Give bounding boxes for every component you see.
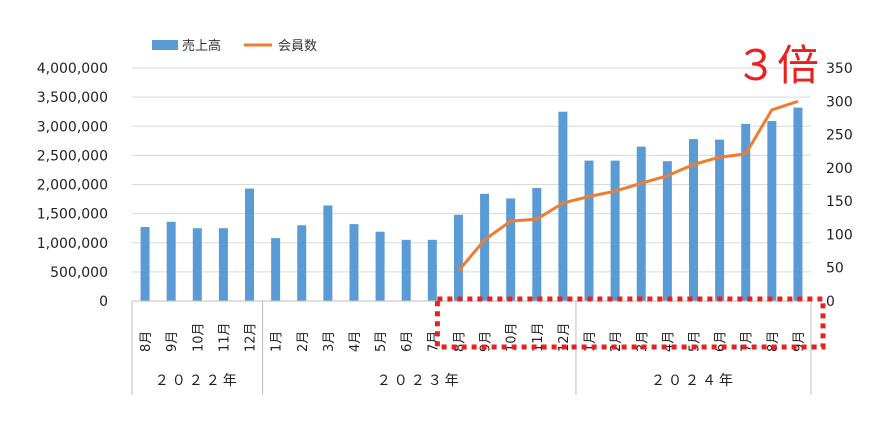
bar	[375, 231, 385, 301]
sales-bars	[140, 107, 803, 301]
bar	[427, 239, 437, 301]
bar	[741, 123, 751, 301]
x-axis: 8月 9月 10月 11月 12月 1月 2月 3月 4月 5月 6月 7月 8月 9月 10月 11月 12月…	[131, 300, 812, 395]
left-tick-label: 2,000,000	[37, 178, 108, 194]
x-tick-label: 1月	[270, 331, 285, 352]
members-line-group	[457, 99, 799, 272]
x-tick-label: 12月	[244, 322, 259, 352]
bar	[636, 146, 646, 301]
bar	[140, 227, 150, 301]
highlight-box	[434, 296, 826, 350]
left-tick-label: 4,000,000	[37, 61, 108, 77]
left-tick-label: 0	[99, 294, 108, 310]
bar	[297, 225, 307, 301]
year-label: ２０２３年	[377, 373, 462, 389]
right-tick-label: 50	[826, 261, 844, 277]
bar	[715, 139, 725, 301]
bar	[480, 193, 490, 301]
x-tick-label: 5月	[687, 331, 702, 352]
bar	[245, 188, 255, 301]
year-label: ２０２２年	[155, 373, 240, 389]
x-tick-label: 8月	[766, 331, 781, 352]
right-tick-label: 100	[826, 227, 853, 243]
right-axis-ticks: 0 50 100 150 200 250 300 350	[826, 61, 853, 310]
bar	[558, 111, 568, 301]
x-tick-label: 4月	[348, 331, 363, 352]
x-tick-label: 5月	[374, 331, 389, 352]
legend: 売上高 会員数	[152, 38, 317, 54]
bar	[192, 228, 202, 301]
bar	[506, 198, 516, 301]
left-tick-label: 1,000,000	[37, 236, 108, 252]
right-tick-label: 0	[826, 294, 835, 310]
right-tick-label: 200	[826, 161, 853, 177]
gridlines	[132, 67, 811, 302]
x-tick-label: 2月	[296, 331, 311, 352]
x-tick-label: 12月	[557, 322, 572, 352]
left-tick-label: 2,500,000	[37, 148, 108, 164]
right-tick-label: 350	[826, 61, 853, 77]
x-tick-label: 3月	[322, 331, 337, 352]
bar	[584, 160, 594, 301]
bar	[610, 160, 620, 301]
bar	[532, 187, 542, 301]
bar	[688, 139, 698, 301]
bar	[218, 228, 228, 301]
highlight-box-group	[434, 296, 826, 350]
right-tick-label: 150	[826, 194, 853, 210]
left-tick-label: 3,500,000	[37, 90, 108, 106]
legend-bar-swatch	[152, 40, 178, 50]
left-tick-label: 1,500,000	[37, 207, 108, 223]
year-label: ２０２４年	[651, 373, 736, 389]
bar	[323, 205, 333, 301]
x-tick-label: 11月	[217, 322, 232, 352]
members-line	[457, 99, 799, 272]
right-tick-label: 300	[826, 94, 853, 110]
bar	[166, 221, 176, 301]
bar	[401, 239, 411, 301]
x-tick-label: 10月	[191, 322, 206, 352]
left-axis-ticks: 0 500,000 1,000,000 1,500,000 2,000,000 2,500…	[37, 61, 108, 310]
bar	[767, 121, 777, 301]
annotation-three-times: ３倍	[735, 41, 819, 90]
bar	[662, 161, 672, 301]
x-tick-label: 9月	[165, 331, 180, 352]
bar	[271, 238, 281, 301]
bar	[453, 214, 463, 301]
left-tick-label: 500,000	[50, 265, 108, 281]
x-tick-label: 8月	[139, 331, 154, 352]
bar	[349, 224, 359, 301]
left-tick-label: 3,000,000	[37, 119, 108, 135]
bar	[793, 107, 803, 301]
right-tick-label: 250	[826, 128, 853, 144]
x-tick-label: 6月	[400, 331, 415, 352]
legend-line-label: 会員数	[278, 39, 317, 54]
legend-bar-label: 売上高	[182, 38, 221, 54]
